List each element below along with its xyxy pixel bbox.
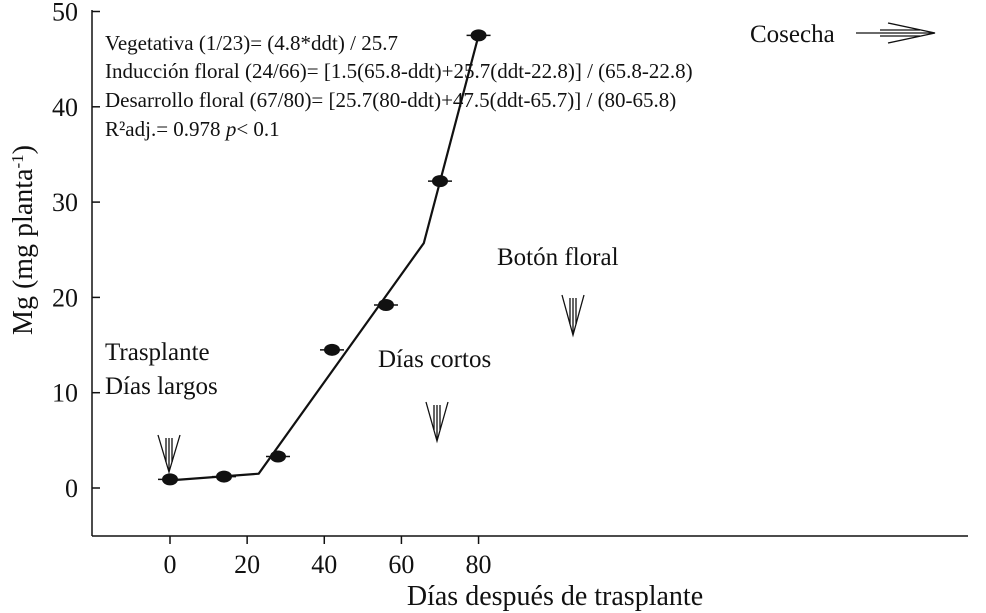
x-tick-label: 60 <box>388 550 414 579</box>
annotation-boton-floral: Botón floral <box>497 244 619 271</box>
x-ticks: 0 20 40 60 80 <box>164 536 492 579</box>
y-tick-label: 0 <box>65 474 78 503</box>
arrow-cosecha <box>856 22 936 44</box>
x-tick-label: 40 <box>311 550 337 579</box>
annotation-trasplante: Trasplante <box>105 339 210 366</box>
y-tick-label: 40 <box>52 93 78 122</box>
annotation-dias-largos: Días largos <box>105 373 218 400</box>
x-tick-label: 0 <box>164 550 177 579</box>
data-point <box>377 299 394 312</box>
arrow-boton-floral <box>561 294 585 338</box>
data-point <box>269 450 286 463</box>
y-ticks: 0 10 20 30 40 50 <box>52 0 100 503</box>
data-point <box>431 175 448 188</box>
x-tick-label: 20 <box>234 550 260 579</box>
r2-text: R²adj.= 0.978 p< 0.1 <box>105 117 280 141</box>
equation-desarrollo: Desarrollo floral (67/80)= [25.7(80-ddt)… <box>105 88 676 112</box>
x-tick-label: 80 <box>466 550 492 579</box>
equation-induccion: Inducción floral (24/66)= [1.5(65.8-ddt)… <box>105 59 693 83</box>
data-points <box>158 29 491 486</box>
annotation-cosecha: Cosecha <box>750 21 835 48</box>
y-axis-label: Mg (mg planta-1) <box>8 145 40 335</box>
y-tick-label: 50 <box>52 0 78 27</box>
annotation-dias-cortos: Días cortos <box>378 346 491 373</box>
y-tick-label: 10 <box>52 379 78 408</box>
x-axis-label: Días después de trasplante <box>407 581 703 612</box>
arrow-dias-cortos <box>425 401 449 444</box>
y-tick-label: 30 <box>52 188 78 217</box>
arrow-trasplante <box>157 434 181 475</box>
data-point <box>215 470 232 483</box>
y-tick-label: 20 <box>52 283 78 312</box>
equation-vegetativa: Vegetativa (1/23)= (4.8*ddt) / 25.7 <box>105 31 398 55</box>
data-point <box>162 473 178 486</box>
data-point <box>470 29 487 42</box>
data-point <box>323 343 340 356</box>
